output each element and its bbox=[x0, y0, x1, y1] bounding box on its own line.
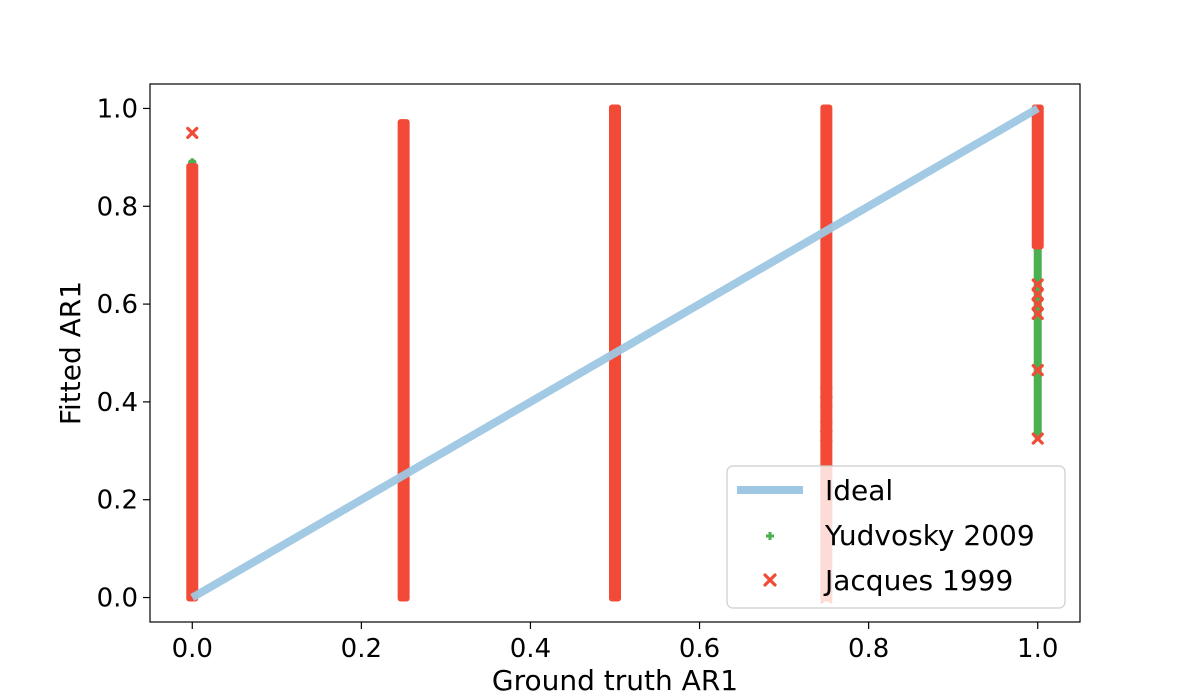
y-tick-label: 0.4 bbox=[97, 388, 138, 418]
jacques-1999-point bbox=[1031, 364, 1044, 377]
legend-x-icon bbox=[763, 573, 777, 587]
legend-plus-icon bbox=[766, 532, 774, 540]
ideal-line bbox=[190, 104, 1040, 602]
jacques-1999-point bbox=[1031, 297, 1044, 311]
y-tick-label: 0.6 bbox=[97, 290, 138, 320]
jacques-1999-point bbox=[820, 386, 833, 399]
plot-marks bbox=[186, 104, 1044, 604]
jacques-1999-point bbox=[1031, 278, 1044, 291]
legend-label-ideal: Ideal bbox=[825, 474, 893, 507]
x-tick-label: 0.4 bbox=[510, 634, 551, 664]
legend-jacques-marker bbox=[763, 573, 777, 587]
x-tick-label: 0.2 bbox=[341, 634, 382, 664]
y-axis: 0.0 0.2 0.4 0.6 0.8 1.0 bbox=[97, 94, 150, 614]
jacques-1999-band bbox=[1031, 104, 1044, 250]
jacques-1999-point bbox=[1031, 432, 1044, 445]
x-axis: 0.0 0.2 0.4 0.6 0.8 1.0 bbox=[172, 622, 1058, 664]
legend-box bbox=[726, 465, 1066, 609]
y-tick-label: 1.0 bbox=[97, 94, 138, 124]
legend-yudvosky-marker bbox=[766, 532, 774, 540]
y-axis-title: Fitted AR1 bbox=[54, 281, 87, 425]
legend-label-yudvosky: Yudvosky 2009 bbox=[824, 519, 1035, 552]
y-tick-label: 0.0 bbox=[97, 584, 138, 614]
plot-frame bbox=[149, 83, 1081, 623]
jacques-1999-band bbox=[186, 163, 199, 602]
y-tick-label: 0.8 bbox=[97, 192, 138, 222]
y-tick-label: 0.2 bbox=[97, 486, 138, 516]
x-tick-label: 0.6 bbox=[679, 634, 720, 664]
legend: Ideal Yudvosky 2009 Jacques 1999 bbox=[726, 465, 1066, 609]
jacques-1999-point bbox=[820, 430, 833, 443]
jacques-1999-point bbox=[1031, 307, 1044, 320]
jacques-1999-point bbox=[820, 420, 833, 433]
jacques-1999-point bbox=[186, 126, 199, 140]
jacques-1999-point bbox=[1031, 288, 1044, 301]
legend-label-jacques: Jacques 1999 bbox=[823, 564, 1013, 597]
jacques-1999-band bbox=[397, 119, 410, 602]
jacques-1999-point bbox=[820, 395, 833, 409]
x-tick-label: 0.8 bbox=[848, 634, 889, 664]
x-axis-title: Ground truth AR1 bbox=[492, 664, 738, 697]
x-tick-label: 0.0 bbox=[172, 634, 213, 664]
x-tick-label: 1.0 bbox=[1017, 634, 1058, 664]
